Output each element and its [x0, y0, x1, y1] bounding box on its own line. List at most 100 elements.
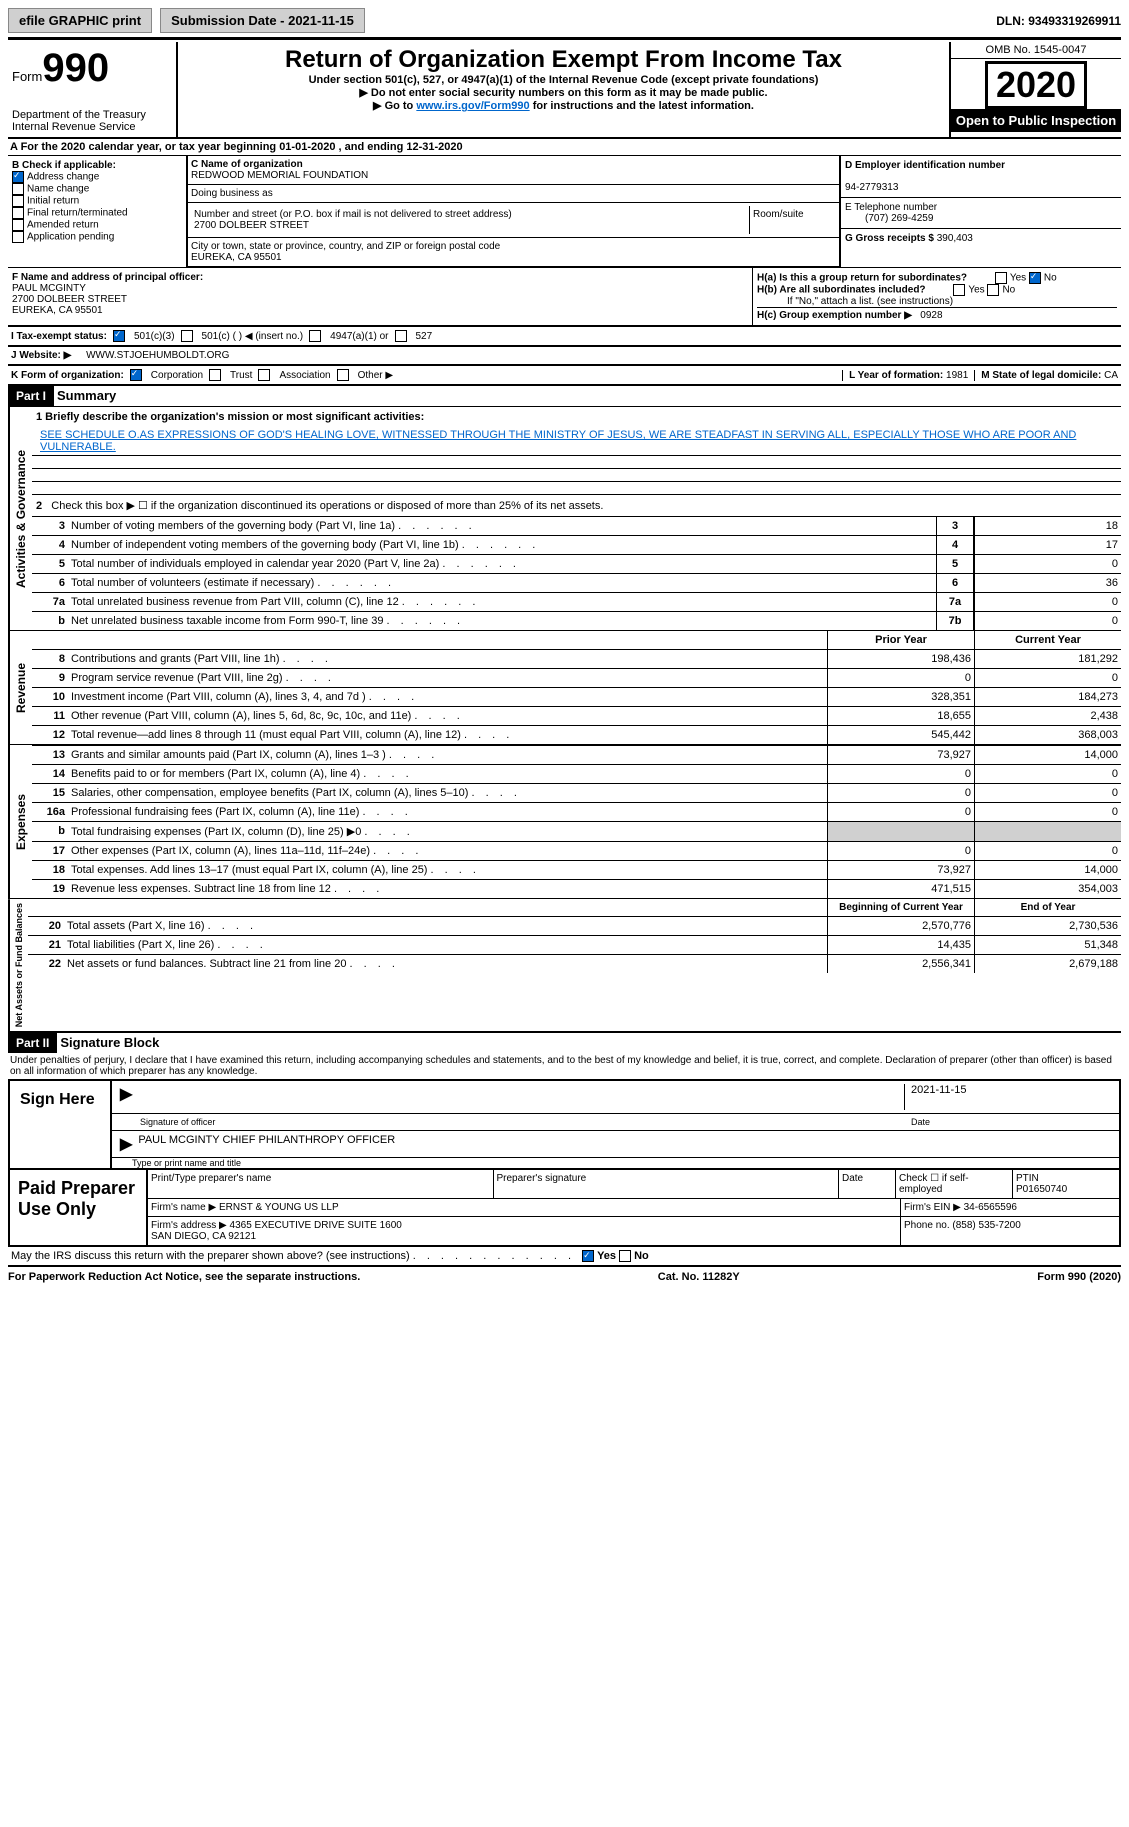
part2-header: Part II [8, 1033, 57, 1053]
check-501c[interactable] [181, 330, 193, 342]
vlabel-net-assets: Net Assets or Fund Balances [8, 899, 28, 1031]
f-label: F Name and address of principal officer: [12, 272, 203, 283]
opt-assoc: Association [279, 370, 330, 381]
b-title: B Check if applicable: [12, 160, 116, 171]
goto-post: for instructions and the latest informat… [530, 100, 754, 112]
line-num: 7a [32, 593, 68, 611]
opt-amended: Amended return [27, 220, 99, 231]
cat-number: Cat. No. 11282Y [658, 1271, 740, 1283]
line-desc: Net unrelated business taxable income fr… [68, 612, 936, 630]
m-label: M State of legal domicile: [981, 370, 1101, 381]
part1-header: Part I [8, 386, 54, 406]
check-final-return[interactable] [12, 207, 24, 219]
ein-value: 94-2779313 [845, 182, 898, 193]
c-label: C Name of organization [191, 159, 303, 170]
paid-preparer-label: Paid Preparer Use Only [10, 1170, 148, 1245]
submission-date-button[interactable]: Submission Date - 2021-11-15 [160, 8, 365, 33]
line-desc: Grants and similar amounts paid (Part IX… [68, 746, 827, 764]
hb-yes: Yes [968, 285, 984, 296]
goto-pre: ▶ Go to [373, 100, 416, 112]
prior-value: 0 [827, 669, 974, 687]
mission-label: 1 Briefly describe the organization's mi… [36, 411, 424, 423]
check-pending[interactable] [12, 231, 24, 243]
check-assoc[interactable] [258, 369, 270, 381]
current-value: 354,003 [974, 880, 1121, 898]
line-value: 0 [974, 612, 1121, 630]
line-num: 5 [32, 555, 68, 573]
line-desc: Benefits paid to or for members (Part IX… [68, 765, 827, 783]
hb-label: H(b) Are all subordinates included? [757, 285, 926, 296]
part2-title: Signature Block [57, 1032, 162, 1053]
check-other[interactable] [337, 369, 349, 381]
line-desc: Total unrelated business revenue from Pa… [68, 593, 936, 611]
hb-yes-check[interactable] [953, 284, 965, 296]
ha-yes-check[interactable] [995, 272, 1007, 284]
line-num: 11 [32, 707, 68, 725]
check-self-employed: Check ☐ if self-employed [896, 1170, 1013, 1198]
line-desc: Number of voting members of the governin… [68, 517, 936, 535]
current-value: 2,730,536 [974, 917, 1121, 935]
line-num: 18 [32, 861, 68, 879]
prior-value: 73,927 [827, 746, 974, 764]
hb-no: No [1002, 285, 1015, 296]
l-label: L Year of formation: [849, 370, 943, 381]
prep-name-label: Print/Type preparer's name [148, 1170, 494, 1198]
current-value: 0 [974, 803, 1121, 821]
check-501c3[interactable] [113, 330, 125, 342]
prior-value: 2,570,776 [827, 917, 974, 935]
hc-value: 0928 [920, 310, 942, 321]
form-header: Form990 Department of the Treasury Inter… [8, 42, 1121, 139]
city-state-zip: EUREKA, CA 95501 [191, 252, 282, 263]
current-value: 0 [974, 669, 1121, 687]
vlabel-revenue: Revenue [8, 631, 32, 744]
prior-value: 0 [827, 765, 974, 783]
irs-link[interactable]: www.irs.gov/Form990 [416, 100, 529, 112]
line-desc: Total revenue—add lines 8 through 11 (mu… [68, 726, 827, 744]
name-title-label: Type or print name and title [112, 1158, 1119, 1168]
check-527[interactable] [395, 330, 407, 342]
efile-print-button[interactable]: efile GRAPHIC print [8, 8, 152, 33]
discuss-yes-check[interactable] [582, 1250, 594, 1262]
line-num: 3 [32, 517, 68, 535]
line-num: 21 [28, 936, 64, 954]
current-value: 2,679,188 [974, 955, 1121, 973]
prior-value [827, 822, 974, 841]
open-inspection: Open to Public Inspection [951, 109, 1121, 132]
check-corp[interactable] [130, 369, 142, 381]
form-number: 990 [42, 46, 109, 90]
opt-pending: Application pending [27, 232, 114, 243]
ptin-value: P01650740 [1016, 1184, 1067, 1195]
check-initial-return[interactable] [12, 195, 24, 207]
discuss-no-check[interactable] [619, 1250, 631, 1262]
prior-value: 328,351 [827, 688, 974, 706]
current-value: 0 [974, 784, 1121, 802]
current-value: 0 [974, 842, 1121, 860]
check-name-change[interactable] [12, 183, 24, 195]
opt-527: 527 [416, 331, 433, 342]
hb-no-check[interactable] [987, 284, 999, 296]
line-num: 10 [32, 688, 68, 706]
prior-value: 0 [827, 803, 974, 821]
subtitle-1: Under section 501(c), 527, or 4947(a)(1)… [182, 74, 945, 86]
line-value: 0 [974, 593, 1121, 611]
line-desc: Investment income (Part VIII, column (A)… [68, 688, 827, 706]
line-desc: Total expenses. Add lines 13–17 (must eq… [68, 861, 827, 879]
line-box: 7a [936, 593, 974, 611]
line-num: 6 [32, 574, 68, 592]
current-value: 14,000 [974, 861, 1121, 879]
line-desc: Net assets or fund balances. Subtract li… [64, 955, 827, 973]
ha-label: H(a) Is this a group return for subordin… [757, 273, 967, 284]
check-address-change[interactable] [12, 171, 24, 183]
k-label: K Form of organization: [11, 370, 124, 381]
check-amended[interactable] [12, 219, 24, 231]
prior-value: 0 [827, 842, 974, 860]
line-desc: Total fundraising expenses (Part IX, col… [68, 822, 827, 841]
sig-officer-label: Signature of officer [120, 1117, 905, 1127]
firm-name-label: Firm's name ▶ [151, 1202, 216, 1213]
check-trust[interactable] [209, 369, 221, 381]
check-4947[interactable] [309, 330, 321, 342]
col-beginning: Beginning of Current Year [827, 899, 974, 916]
ha-no-check[interactable] [1029, 272, 1041, 284]
firm-ein-label: Firm's EIN ▶ [904, 1202, 961, 1213]
gross-receipts: 390,403 [937, 233, 973, 244]
